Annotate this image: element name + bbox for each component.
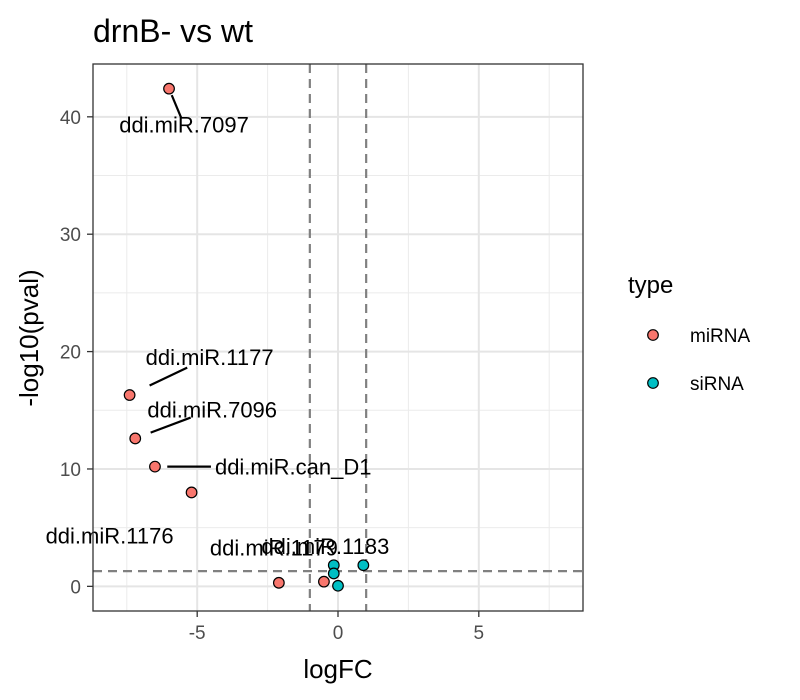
mirna-point xyxy=(163,82,175,95)
label-connector xyxy=(150,416,192,434)
mirna-point xyxy=(272,576,285,589)
point-label: ddi.miR.7097 xyxy=(119,113,249,138)
chart-title: drnB- vs wt xyxy=(93,13,253,49)
y-tick-label: 0 xyxy=(70,577,81,598)
plot-panel: ddi.miR.7097 ddi.miR.1177 ddi.miR.7096 ddi.… xyxy=(46,63,584,612)
x-tick-label: -5 xyxy=(189,623,206,644)
point-label: ddi.miR.7096 xyxy=(147,397,277,422)
legend-items: miRNA siRNA xyxy=(647,326,750,395)
legend-label-sirna: siRNA xyxy=(690,374,744,395)
x-axis-title: logFC xyxy=(303,654,372,684)
y-tick-label: 20 xyxy=(60,343,81,364)
mirna-point xyxy=(149,460,161,473)
point-label: ddi.miR.1176 xyxy=(46,523,174,548)
point-label: ddi.miR.1179 xyxy=(210,536,338,561)
sirna-point xyxy=(332,579,344,592)
y-tick-label: 10 xyxy=(60,460,81,481)
legend: type miRNA siRNA xyxy=(628,272,750,395)
legend-key-sirna xyxy=(647,377,659,389)
legend-title: type xyxy=(628,272,673,299)
sirna-point xyxy=(357,559,370,572)
x-tick-label: 5 xyxy=(474,623,485,644)
point-label: ddi.miR.1183 xyxy=(261,534,389,559)
label-connector xyxy=(149,366,188,387)
major-gridlines xyxy=(93,64,583,611)
label-segments xyxy=(149,94,211,468)
legend-key-mirna xyxy=(647,329,659,341)
mirna-point xyxy=(318,575,330,588)
data-points xyxy=(123,82,370,592)
sirna-point xyxy=(327,567,340,580)
x-tick-label: 0 xyxy=(333,623,344,644)
y-tick-label: 30 xyxy=(60,225,81,246)
y-axis-title: -log10(pval) xyxy=(14,269,44,406)
label-connector xyxy=(170,94,183,118)
y-axis: 0 10 20 30 40 xyxy=(60,108,93,598)
x-axis: -5 0 5 xyxy=(189,611,484,644)
mirna-point xyxy=(129,432,142,445)
point-label: ddi.miR.can_D1 xyxy=(215,455,372,480)
y-tick-label: 40 xyxy=(60,108,81,129)
mirna-point xyxy=(185,486,198,499)
point-label: ddi.miR.1177 xyxy=(146,345,274,370)
point-labels: ddi.miR.7097 ddi.miR.1177 ddi.miR.7096 ddi.… xyxy=(46,113,390,561)
legend-label-mirna: miRNA xyxy=(690,326,750,347)
mirna-point xyxy=(123,389,136,401)
